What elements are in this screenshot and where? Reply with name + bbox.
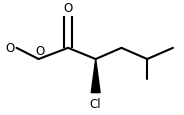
Text: O: O bbox=[63, 2, 73, 15]
Text: Cl: Cl bbox=[90, 97, 102, 110]
Polygon shape bbox=[91, 60, 100, 93]
Text: O: O bbox=[6, 41, 15, 54]
Text: O: O bbox=[35, 44, 44, 57]
